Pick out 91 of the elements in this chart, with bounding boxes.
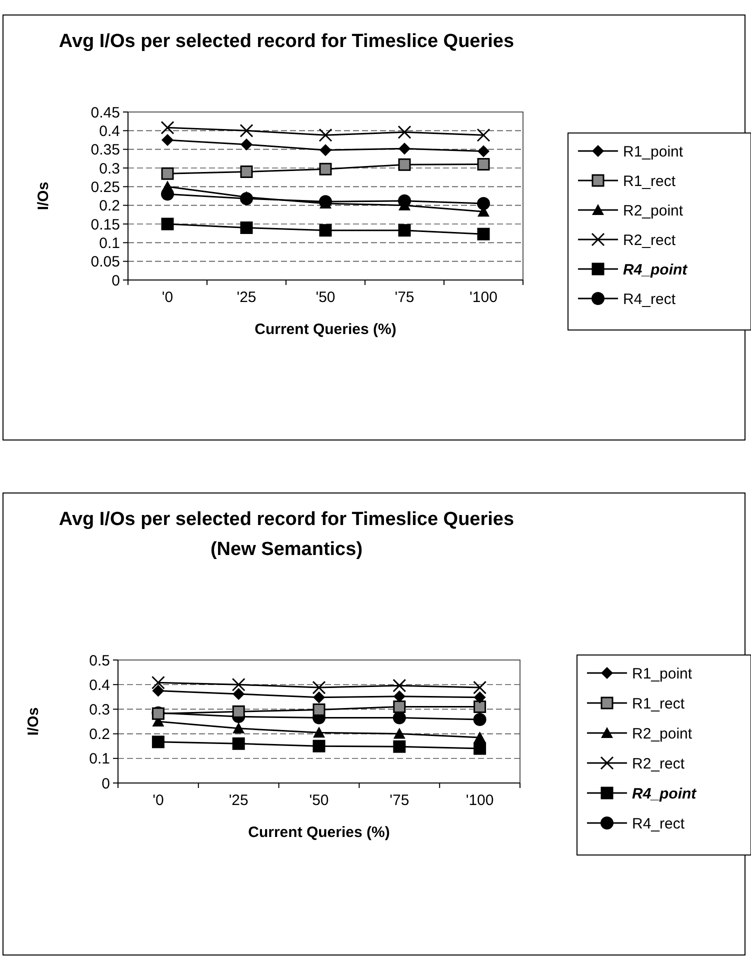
point — [312, 680, 326, 694]
point — [477, 228, 490, 240]
y-axis-title: I/Os — [35, 182, 52, 210]
legend-label: R4_point — [623, 261, 688, 278]
point — [478, 145, 490, 158]
point — [393, 728, 406, 739]
legend-label: R2_rect — [632, 755, 686, 772]
legend-label: R4_point — [632, 785, 698, 802]
legend-label: R2_rect — [623, 232, 676, 249]
x-tick-label: '50 — [316, 289, 336, 306]
x-tick-label: '75 — [390, 792, 410, 809]
point — [313, 726, 325, 738]
point — [476, 128, 490, 142]
legend-label: R2_point — [632, 725, 693, 742]
point — [240, 221, 253, 234]
point — [240, 124, 254, 138]
point — [473, 713, 486, 726]
y-tick-label: 0.25 — [90, 178, 120, 196]
point — [320, 144, 332, 156]
y-tick-label: 0.3 — [89, 701, 110, 718]
point — [313, 691, 325, 704]
point — [398, 142, 410, 155]
x-tick-label: '25 — [228, 792, 248, 809]
x-tick-label: '100 — [466, 792, 494, 809]
point — [152, 684, 164, 697]
point — [319, 224, 332, 237]
legend-label: R1_point — [623, 143, 684, 160]
legend-label: R1_rect — [632, 695, 686, 712]
point — [398, 125, 412, 139]
chart-title: Avg I/Os per selected record for Timeslice Queries (New Semantics) — [58, 509, 514, 560]
x-tick-label: '25 — [236, 289, 256, 306]
point — [319, 162, 332, 176]
x-axis-title: Current Queries (%) — [248, 824, 390, 841]
point — [318, 128, 332, 142]
point — [398, 224, 411, 237]
y-tick-label: 0.4 — [89, 676, 110, 694]
y-tick-label: 0.3 — [99, 160, 120, 178]
point — [398, 158, 411, 171]
point — [392, 678, 406, 692]
y-tick-label: 0.1 — [99, 234, 120, 252]
point — [152, 736, 164, 748]
x-axis-title: Current Queries (%) — [254, 321, 396, 338]
y-tick-label: 0.1 — [89, 750, 110, 768]
x-tick-label: '50 — [309, 792, 329, 809]
point — [240, 165, 253, 178]
point — [474, 691, 486, 704]
y-tick-label: 0 — [112, 272, 120, 290]
y-tick-label: 0.5 — [89, 652, 110, 670]
point — [312, 740, 326, 752]
point — [232, 722, 245, 734]
y-tick-label: 0.35 — [90, 142, 120, 159]
y-tick-label: 0 — [102, 775, 110, 792]
point — [162, 180, 174, 192]
y-tick-label: 0.15 — [90, 216, 120, 234]
point — [393, 690, 406, 702]
point — [474, 731, 486, 742]
point — [162, 134, 174, 146]
x-tick-label: '75 — [394, 289, 414, 306]
point — [312, 703, 326, 716]
y-tick-label: 0.2 — [89, 726, 110, 744]
point — [240, 138, 252, 150]
point — [393, 700, 406, 713]
point — [151, 676, 165, 690]
x-tick-label: '0 — [152, 792, 164, 809]
chart-title: Avg I/Os per selected record for Timeslice Queries — [58, 31, 514, 52]
y-tick-label: 0.4 — [99, 122, 120, 140]
point — [160, 120, 174, 134]
y-axis-title: I/Os — [25, 707, 42, 736]
point — [232, 688, 245, 700]
legend-label: R1_rect — [623, 172, 676, 190]
y-tick-label: 0.2 — [99, 198, 120, 215]
legend-label: R2_point — [623, 202, 684, 220]
y-tick-label: 0.45 — [90, 104, 120, 122]
legend-label: R4_rect — [632, 815, 686, 832]
legend-label: R4_rect — [623, 290, 676, 308]
point — [232, 678, 246, 692]
point — [392, 711, 406, 724]
point — [474, 700, 486, 713]
y-tick-label: 0.05 — [90, 254, 120, 271]
point — [477, 158, 490, 171]
point — [161, 167, 174, 180]
point — [161, 218, 174, 230]
point — [232, 737, 245, 750]
point — [232, 705, 245, 718]
point — [477, 196, 490, 210]
point — [473, 680, 487, 694]
x-tick-label: '100 — [470, 289, 498, 306]
legend-label: R1_point — [632, 665, 693, 682]
point — [393, 740, 406, 753]
point — [474, 742, 486, 755]
x-tick-label: '0 — [162, 289, 174, 306]
